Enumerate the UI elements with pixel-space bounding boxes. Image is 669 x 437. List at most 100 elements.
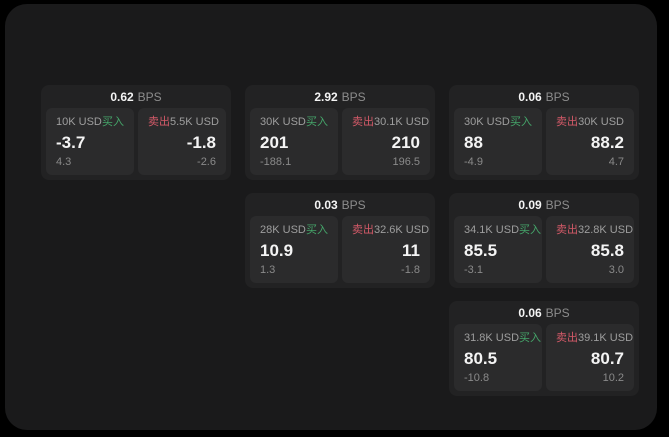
sell-size-label: 32.8K USD bbox=[578, 224, 634, 236]
buy-tile[interactable]: 28K USD 买入 10.9 1.3 bbox=[250, 216, 338, 283]
sell-tag: 卖出 bbox=[352, 224, 374, 236]
quote-body: 30K USD 买入 88 -4.9 卖出 30K USD 88.2 4.7 bbox=[449, 108, 639, 180]
buy-tile[interactable]: 34.1K USD 买入 85.5 -3.1 bbox=[454, 216, 542, 283]
sell-sub-value: 196.5 bbox=[392, 156, 420, 168]
spread-value: 0.06 bbox=[518, 89, 542, 104]
sell-price: 11 bbox=[402, 241, 420, 260]
quote-body: 34.1K USD 买入 85.5 -3.1 卖出 32.8K USD 85.8… bbox=[449, 216, 639, 288]
sell-tile-header: 卖出 39.1K USD bbox=[556, 332, 633, 344]
sell-sub-value: 4.7 bbox=[608, 156, 624, 168]
quote-body: 31.8K USD 买入 80.5 -10.8 卖出 39.1K USD 80.… bbox=[449, 324, 639, 396]
sell-size-label: 30.1K USD bbox=[374, 116, 430, 128]
quote-card: 2.92 BPS 30K USD 买入 201 -188.1 卖出 bbox=[245, 85, 435, 180]
sell-tile[interactable]: 卖出 30K USD 88.2 4.7 bbox=[546, 108, 634, 175]
sell-price: 80.7 bbox=[590, 349, 624, 368]
buy-size-label: 30K USD bbox=[464, 116, 510, 128]
buy-tag: 买入 bbox=[519, 224, 542, 236]
buy-tile-header: 28K USD 买入 bbox=[260, 225, 328, 236]
buy-size-label: 10K USD bbox=[56, 116, 102, 128]
sell-tile-header: 卖出 30K USD bbox=[556, 117, 624, 128]
buy-tile-header: 10K USD 买入 bbox=[56, 117, 124, 128]
spread-unit-label: BPS bbox=[341, 197, 366, 212]
buy-tag: 买入 bbox=[306, 116, 328, 128]
buy-sub-value: 1.3 bbox=[260, 264, 276, 276]
buy-tile[interactable]: 31.8K USD 买入 80.5 -10.8 bbox=[454, 324, 542, 391]
quote-body: 10K USD 买入 -3.7 4.3 卖出 5.5K USD -1.8 -2.… bbox=[41, 108, 231, 180]
quote-body: 28K USD 买入 10.9 1.3 卖出 32.6K USD 11 -1.8 bbox=[245, 216, 435, 288]
sell-tag: 卖出 bbox=[352, 116, 374, 128]
spread-value: 2.92 bbox=[314, 89, 338, 104]
buy-tag: 买入 bbox=[510, 116, 532, 128]
sell-tile[interactable]: 卖出 32.6K USD 11 -1.8 bbox=[342, 216, 430, 283]
spread-header: 0.03 BPS bbox=[245, 193, 435, 216]
buy-tile[interactable]: 30K USD 买入 201 -188.1 bbox=[250, 108, 338, 175]
quote-body: 30K USD 买入 201 -188.1 卖出 30.1K USD 210 1… bbox=[245, 108, 435, 180]
sell-price: 85.8 bbox=[590, 241, 624, 260]
sell-price: 210 bbox=[391, 133, 420, 152]
buy-price: -3.7 bbox=[56, 133, 86, 152]
buy-sub-value: -3.1 bbox=[464, 264, 483, 276]
spread-header: 0.09 BPS bbox=[449, 193, 639, 216]
sell-size-label: 30K USD bbox=[578, 116, 624, 128]
buy-tile-header: 31.8K USD 买入 bbox=[464, 332, 541, 344]
spread-unit-label: BPS bbox=[545, 197, 570, 212]
spread-value: 0.62 bbox=[110, 89, 134, 104]
spread-unit-label: BPS bbox=[341, 89, 366, 104]
buy-price: 88 bbox=[464, 133, 483, 152]
spread-unit-label: BPS bbox=[545, 89, 570, 104]
buy-tile[interactable]: 30K USD 买入 88 -4.9 bbox=[454, 108, 542, 175]
buy-tag: 买入 bbox=[102, 116, 124, 128]
sell-tag: 卖出 bbox=[556, 116, 578, 128]
sell-sub-value: 10.2 bbox=[602, 372, 624, 384]
spread-value: 0.09 bbox=[518, 197, 542, 212]
spread-header: 0.06 BPS bbox=[449, 301, 639, 324]
sell-size-label: 39.1K USD bbox=[578, 332, 634, 344]
quote-card: 0.03 BPS 28K USD 买入 10.9 1.3 卖出 bbox=[245, 193, 435, 288]
sell-tile-header: 卖出 32.8K USD bbox=[556, 224, 633, 236]
spread-unit-label: BPS bbox=[545, 305, 570, 320]
spread-value: 0.03 bbox=[314, 197, 338, 212]
spread-value: 0.06 bbox=[518, 305, 542, 320]
buy-tile[interactable]: 10K USD 买入 -3.7 4.3 bbox=[46, 108, 134, 175]
quote-grid: 0.62 BPS 10K USD 买入 -3.7 4.3 卖出 bbox=[41, 85, 639, 396]
sell-tile[interactable]: 卖出 39.1K USD 80.7 10.2 bbox=[546, 324, 634, 391]
spread-unit-label: BPS bbox=[137, 89, 162, 104]
buy-size-label: 28K USD bbox=[260, 224, 306, 236]
sell-tile-header: 卖出 30.1K USD bbox=[352, 116, 429, 128]
buy-sub-value: -10.8 bbox=[464, 372, 490, 384]
buy-tile-header: 30K USD 买入 bbox=[464, 117, 532, 128]
sell-tile-header: 卖出 5.5K USD bbox=[148, 116, 219, 128]
quotes-panel: 0.62 BPS 10K USD 买入 -3.7 4.3 卖出 bbox=[5, 4, 657, 430]
buy-tile-header: 34.1K USD 买入 bbox=[464, 224, 541, 236]
sell-tag: 卖出 bbox=[556, 224, 578, 236]
sell-tile[interactable]: 卖出 5.5K USD -1.8 -2.6 bbox=[138, 108, 226, 175]
buy-size-label: 30K USD bbox=[260, 116, 306, 128]
spread-header: 0.06 BPS bbox=[449, 85, 639, 108]
buy-size-label: 34.1K USD bbox=[464, 224, 520, 236]
quote-card: 0.62 BPS 10K USD 买入 -3.7 4.3 卖出 bbox=[41, 85, 231, 180]
sell-price: 88.2 bbox=[590, 133, 624, 152]
sell-sub-value: -2.6 bbox=[197, 156, 216, 168]
buy-tile-header: 30K USD 买入 bbox=[260, 117, 328, 128]
spread-header: 0.62 BPS bbox=[41, 85, 231, 108]
buy-price: 80.5 bbox=[464, 349, 498, 368]
buy-tag: 买入 bbox=[306, 224, 328, 236]
sell-size-label: 5.5K USD bbox=[170, 116, 219, 128]
quote-card: 0.09 BPS 34.1K USD 买入 85.5 -3.1 卖出 bbox=[449, 193, 639, 288]
buy-size-label: 31.8K USD bbox=[464, 332, 520, 344]
sell-tag: 卖出 bbox=[556, 332, 578, 344]
quote-card: 0.06 BPS 30K USD 买入 88 -4.9 卖出 bbox=[449, 85, 639, 180]
buy-price: 10.9 bbox=[260, 241, 294, 260]
spread-header: 2.92 BPS bbox=[245, 85, 435, 108]
sell-size-label: 32.6K USD bbox=[374, 224, 430, 236]
buy-sub-value: -4.9 bbox=[464, 156, 483, 168]
buy-sub-value: -188.1 bbox=[260, 156, 292, 168]
buy-tag: 买入 bbox=[519, 332, 542, 344]
sell-tag: 卖出 bbox=[148, 116, 170, 128]
buy-price: 85.5 bbox=[464, 241, 498, 260]
sell-tile[interactable]: 卖出 32.8K USD 85.8 3.0 bbox=[546, 216, 634, 283]
sell-sub-value: -1.8 bbox=[401, 264, 420, 276]
sell-tile[interactable]: 卖出 30.1K USD 210 196.5 bbox=[342, 108, 430, 175]
buy-sub-value: 4.3 bbox=[56, 156, 72, 168]
